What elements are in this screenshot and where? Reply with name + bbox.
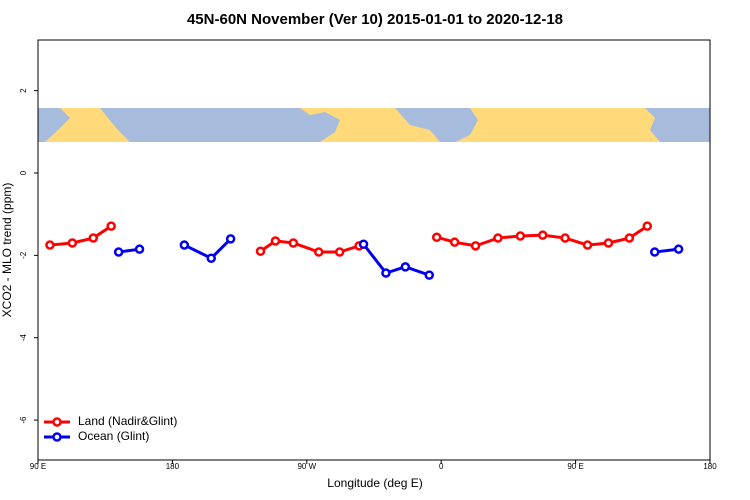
point [334, 247, 345, 257]
point [255, 246, 266, 256]
point [113, 247, 124, 257]
point [88, 233, 99, 243]
point [313, 247, 324, 257]
y-tick-label: -2 [19, 251, 28, 259]
chart-title: 45N-60N November (Ver 10) 2015-01-01 to … [187, 11, 563, 28]
y-axis-label: XCO2 - MLO trend (ppm) [0, 183, 14, 318]
x-tick-label: 180 [166, 462, 180, 471]
point [582, 240, 593, 250]
point [400, 262, 411, 272]
point [649, 247, 660, 257]
map-band [38, 108, 710, 142]
point [449, 237, 460, 247]
y-tick-label: 0 [19, 170, 28, 175]
point [431, 232, 442, 242]
point [358, 239, 369, 249]
point [134, 244, 145, 254]
point [424, 270, 435, 280]
point [515, 231, 526, 241]
point [560, 233, 570, 243]
y-tick-label: 2 [19, 88, 28, 93]
x-tick-label: 0 [439, 462, 444, 471]
x-axis-label: Longitude (deg E) [327, 476, 422, 490]
point [67, 238, 78, 248]
point [179, 240, 190, 250]
point [206, 253, 216, 263]
x-tick-label: 180 [703, 462, 717, 471]
x-tick-label: 90 E [567, 462, 583, 471]
y-tick-label: -6 [19, 416, 28, 424]
point [288, 238, 299, 248]
point [642, 221, 653, 231]
x-tick-label: 90 E [30, 462, 46, 471]
legend-label: Ocean (Glint) [78, 429, 149, 443]
point [603, 238, 614, 248]
point [537, 230, 548, 240]
legend-marker [52, 432, 62, 442]
legend-label: Land (Nadir&Glint) [78, 414, 177, 428]
point [624, 233, 635, 243]
x-tick-label: 90 W [297, 462, 316, 471]
y-tick-label: -4 [19, 334, 28, 342]
point [470, 241, 481, 251]
point [381, 268, 391, 278]
plot-frame [37, 39, 711, 461]
point [45, 240, 55, 250]
point [673, 244, 684, 254]
point [225, 234, 236, 244]
point [270, 236, 281, 246]
legend-marker [52, 417, 62, 427]
point [493, 233, 503, 243]
point [106, 221, 116, 231]
